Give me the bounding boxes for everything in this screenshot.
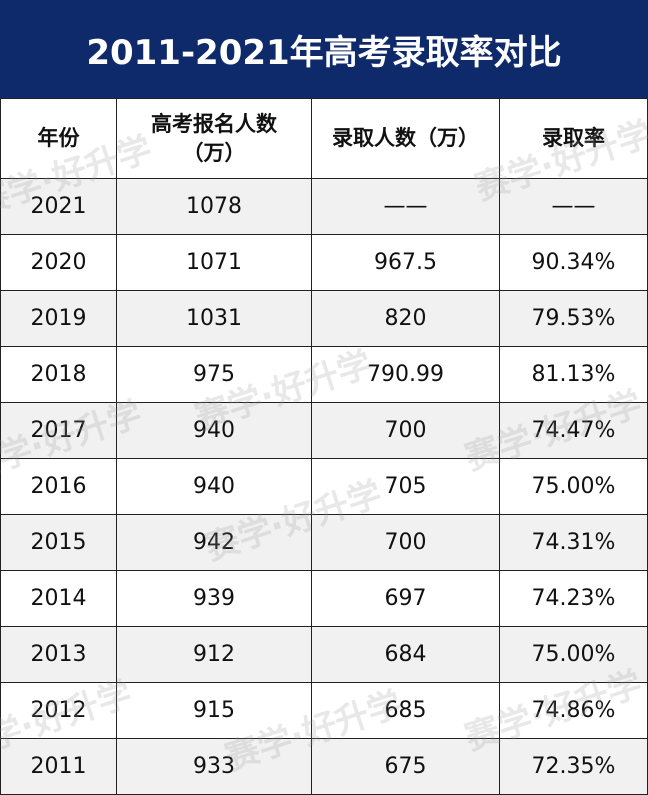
header-cell: 高考报名人数（万）: [117, 99, 312, 179]
table-cell: 933: [117, 739, 312, 795]
table-cell: 74.31%: [500, 515, 648, 571]
table-cell: 2020: [0, 235, 117, 291]
table-cell: 940: [117, 459, 312, 515]
table-cell: 940: [117, 403, 312, 459]
header-cell: 年份: [0, 99, 117, 179]
table-cell: 975: [117, 347, 312, 403]
title-bar: 2011-2021年高考录取率对比: [0, 0, 648, 98]
table-cell: 75.00%: [500, 459, 648, 515]
table: 年份 高考报名人数（万） 录取人数（万） 录取率 2021 1078 —— —— 2020 107…: [0, 98, 648, 795]
table-cell: 2016: [0, 459, 117, 515]
table-cell: 705: [312, 459, 500, 515]
table-cell: 2021: [0, 179, 117, 235]
table-cell: 700: [312, 515, 500, 571]
header-cell: 录取率: [500, 99, 648, 179]
table-cell: 939: [117, 571, 312, 627]
table-cell: 72.35%: [500, 739, 648, 795]
table-cell: 79.53%: [500, 291, 648, 347]
table-cell: 700: [312, 403, 500, 459]
table-cell: 2014: [0, 571, 117, 627]
table-cell: 2011: [0, 739, 117, 795]
table-cell: ——: [312, 179, 500, 235]
table-cell: 684: [312, 627, 500, 683]
table-cell: 74.47%: [500, 403, 648, 459]
table-cell: 2019: [0, 291, 117, 347]
table-cell: 1071: [117, 235, 312, 291]
table-cell: 74.86%: [500, 683, 648, 739]
table-cell: 2018: [0, 347, 117, 403]
table-cell: 90.34%: [500, 235, 648, 291]
table-cell: 74.23%: [500, 571, 648, 627]
table-cell: 912: [117, 627, 312, 683]
table-cell: 1031: [117, 291, 312, 347]
table-cell: 915: [117, 683, 312, 739]
table-cell: 697: [312, 571, 500, 627]
table-cell: 2015: [0, 515, 117, 571]
header-cell: 录取人数（万）: [312, 99, 500, 179]
table-cell: 2013: [0, 627, 117, 683]
table-cell: 967.5: [312, 235, 500, 291]
table-cell: 1078: [117, 179, 312, 235]
table-cell: 81.13%: [500, 347, 648, 403]
table-cell: ——: [500, 179, 648, 235]
table-cell: 75.00%: [500, 627, 648, 683]
table-cell: 685: [312, 683, 500, 739]
table-cell: 942: [117, 515, 312, 571]
table-cell: 790.99: [312, 347, 500, 403]
table-cell: 820: [312, 291, 500, 347]
table-cell: 675: [312, 739, 500, 795]
table-cell: 2012: [0, 683, 117, 739]
table-cell: 2017: [0, 403, 117, 459]
